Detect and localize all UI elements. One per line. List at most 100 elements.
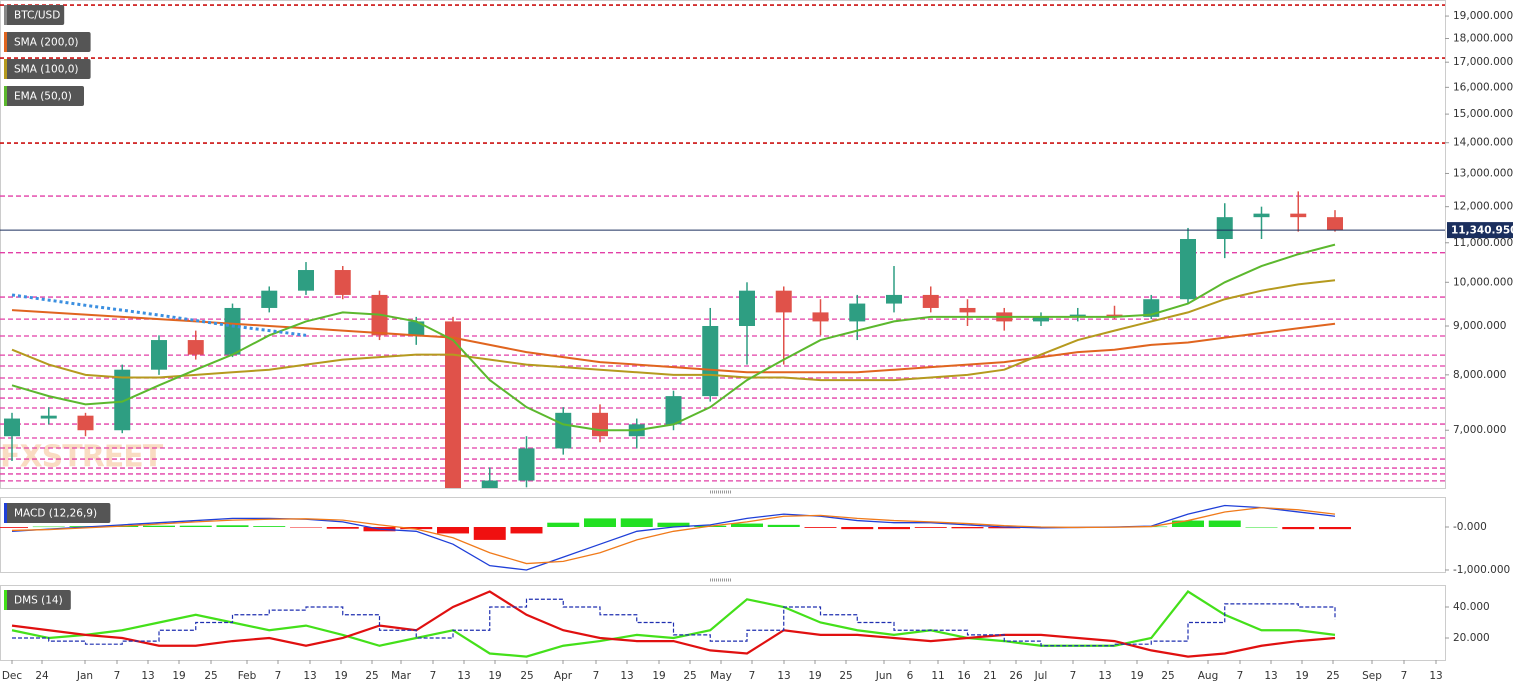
legend-tag: MACD (12,26,9) [4, 503, 111, 523]
candle-body [665, 396, 682, 425]
y-tick-label: 19,000.000 [1453, 10, 1513, 22]
x-tick-label: 7 [749, 670, 756, 682]
candle-body [151, 340, 167, 370]
candle-body [77, 415, 94, 431]
x-tick-label: 19 [1130, 670, 1143, 682]
legend-tag: SMA (100,0) [4, 59, 91, 79]
ma-line [11, 243, 1336, 432]
y-tick-label: -0.000 [1453, 521, 1487, 533]
histogram-bar [290, 527, 322, 528]
x-tick-label: 25 [1161, 670, 1174, 682]
candle-body [1180, 239, 1196, 300]
dms-line [12, 598, 1336, 647]
candle-body [224, 307, 241, 355]
y-tick-label: 17,000.000 [1453, 56, 1513, 68]
candle-body [187, 340, 204, 355]
histogram-bar [253, 526, 286, 527]
histogram-bar [657, 522, 690, 527]
x-tick-label: 13 [1264, 670, 1277, 682]
main-panel [0, 0, 1446, 489]
legend-tag-color [4, 86, 7, 106]
legend-tag-color [4, 59, 7, 79]
legend-tag-color [4, 503, 7, 523]
y-tick-label: 18,000.000 [1453, 32, 1513, 44]
candle-body [849, 303, 866, 322]
histogram-bar [914, 527, 947, 528]
candle-body [114, 369, 131, 431]
y-tick-label: 10,000.000 [1453, 276, 1513, 288]
histogram-bar [767, 524, 800, 527]
macd-line [11, 507, 1336, 565]
y-tick-label: 8,000.000 [1453, 369, 1506, 381]
histogram-bar [437, 527, 469, 534]
x-tick-label: 25 [839, 670, 852, 682]
x-tick-label: 21 [983, 670, 996, 682]
legend-tag: BTC/USD [4, 5, 65, 25]
histogram-bar [584, 518, 616, 527]
candle-body [1069, 314, 1086, 317]
histogram-bar [878, 527, 910, 530]
candle-body [518, 448, 535, 481]
last-price-label: 11,340.950 [1451, 225, 1517, 237]
histogram-bar [804, 527, 837, 528]
histogram-bar [1282, 527, 1315, 530]
plot [11, 590, 1336, 658]
x-tick-label: 25 [520, 670, 533, 682]
legend-tag-label: EMA (50,0) [14, 91, 72, 103]
x-tick-label: 13 [141, 670, 154, 682]
x-tick-label: Feb [238, 670, 257, 682]
legend-tag-label: DMS (14) [14, 595, 63, 607]
candle-body [261, 290, 278, 308]
x-tick-label: 19 [1295, 670, 1308, 682]
candle-body [959, 307, 976, 313]
x-tick-label: 13 [1098, 670, 1111, 682]
histogram-bar [620, 518, 653, 527]
legend-tag-box [4, 86, 84, 106]
histogram-bar [1172, 520, 1204, 527]
histogram-bar [951, 527, 984, 529]
candle-body [481, 480, 498, 488]
candle-body [334, 270, 351, 295]
ma-line [11, 309, 1336, 374]
legend-tag-label: MACD (12,26,9) [14, 508, 97, 520]
legend-tag: EMA (50,0) [4, 86, 84, 106]
trendline [11, 293, 307, 337]
x-tick-label: 19 [488, 670, 501, 682]
histogram-bar [32, 526, 65, 528]
x-tick-label: 13 [620, 670, 633, 682]
candle-body [592, 412, 608, 437]
plot [0, 504, 1351, 571]
y-tick-label: 14,000.000 [1453, 137, 1513, 149]
legend-tag-label: SMA (100,0) [14, 64, 79, 76]
x-tick-label: Dec [2, 670, 23, 682]
candle-body [775, 290, 792, 313]
candle-body [702, 325, 719, 397]
x-tick-label: 19 [808, 670, 821, 682]
x-tick-label: Jul [1034, 670, 1048, 682]
y-tick-label: 12,000.000 [1453, 201, 1513, 213]
histogram-bar [179, 525, 212, 527]
histogram-bar [841, 527, 874, 530]
x-tick-label: 19 [334, 670, 347, 682]
candle-body [445, 321, 461, 488]
candle-body [922, 294, 939, 308]
x-tick-label: 13 [1429, 670, 1442, 682]
x-tick-label: 24 [35, 670, 49, 682]
legend-tag-label: SMA (200,0) [14, 37, 79, 49]
x-tick-label: 13 [303, 670, 316, 682]
x-tick-label: 16 [957, 670, 971, 682]
candle-body [1253, 213, 1270, 218]
candle-body [812, 312, 829, 322]
histogram-bar [1319, 527, 1351, 530]
candle-body [886, 294, 902, 304]
legend-tag-box [4, 503, 111, 523]
legend-tag: DMS (14) [4, 590, 71, 610]
x-tick-label: 6 [907, 670, 914, 682]
ma-line [11, 279, 1336, 382]
histogram-bar [400, 527, 433, 530]
histogram-bar [731, 523, 763, 527]
watermark: FXSTREET [0, 440, 164, 475]
legend-tag-box [4, 59, 91, 79]
histogram-bar [547, 522, 580, 527]
